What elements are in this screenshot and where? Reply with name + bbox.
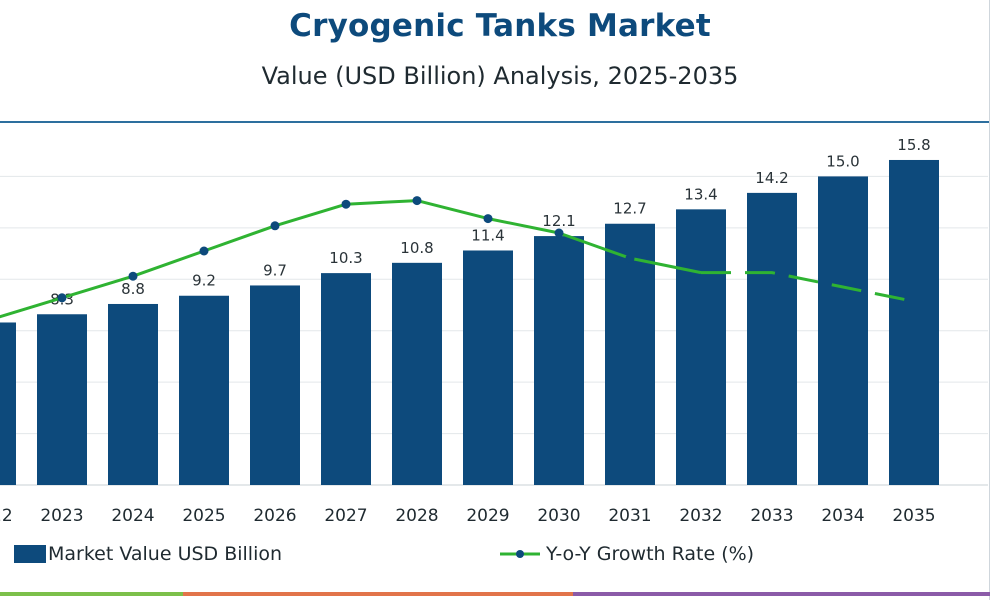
bar-value-label: 15.8 (897, 136, 930, 154)
growth-point (199, 246, 209, 256)
bar-value-label: 12.7 (613, 200, 646, 218)
x-tick-label: 2027 (324, 506, 367, 526)
x-tick-label: 2032 (679, 506, 722, 526)
bar-value-label: 13.4 (684, 185, 717, 203)
growth-point (554, 228, 564, 238)
bar-value-label: 9.2 (192, 272, 216, 290)
legend-label-growth-rate: Y-o-Y Growth Rate (%) (546, 543, 755, 565)
x-tick-label: 2034 (821, 506, 864, 526)
bar-2025 (179, 295, 229, 485)
bar-2031 (605, 223, 655, 485)
x-tick-label: 2026 (253, 506, 296, 526)
bar-2024 (108, 303, 158, 485)
bar-2033 (747, 192, 797, 485)
x-tick-label: 2033 (750, 506, 793, 526)
bar-value-label: 10.3 (329, 249, 362, 267)
bar-2030 (534, 236, 584, 485)
bar-2028 (392, 262, 442, 485)
bar-value-label: 10.8 (400, 239, 433, 257)
bar-2035 (889, 159, 939, 485)
frame-border (989, 0, 990, 600)
x-tick-label: 2031 (608, 506, 651, 526)
x-tick-label: 2028 (395, 506, 438, 526)
growth-line-projected (701, 271, 915, 303)
legend-entry-growth-rate: Y-o-Y Growth Rate (%) (498, 543, 754, 565)
x-tick-label: 2035 (892, 506, 935, 526)
growth-line-series (0, 196, 915, 319)
legend-label-market-value: Market Value USD Billion (48, 543, 283, 565)
growth-point (341, 199, 351, 209)
bar-2027 (321, 273, 371, 485)
x-tick-label: 2024 (111, 506, 154, 526)
bar-value-label: 15.0 (826, 152, 859, 170)
chart-subtitle: Value (USD Billion) Analysis, 2025-2035 (261, 62, 739, 90)
x-tick-label: 2025 (182, 506, 225, 526)
growth-point (483, 214, 493, 224)
bar-2029 (463, 250, 513, 485)
legend-bar-swatch (14, 545, 46, 563)
x-tick-label: 2030 (537, 506, 580, 526)
bar-value-label: 12.1 (542, 212, 575, 230)
footer-stripe-orange (183, 592, 573, 596)
bar-value-label: 9.7 (263, 261, 287, 279)
footer-stripe-purple (573, 592, 990, 596)
x-tick-label: 2029 (466, 506, 509, 526)
title-divider (0, 121, 990, 123)
x-axis-tick-labels: 2022 2023 2024 2025 2026 2027 2028 2029 2030 2031… (0, 506, 936, 526)
bar-value-label: 11.4 (471, 226, 504, 244)
growth-point (128, 271, 138, 281)
bar-2032 (676, 209, 726, 486)
bar-value-label: 14.2 (755, 169, 788, 187)
legend-entry-market-value: Market Value USD Billion (14, 543, 282, 565)
legend-line-swatch (500, 550, 540, 558)
growth-point (625, 253, 635, 263)
x-tick-label: 2023 (40, 506, 83, 526)
x-tick-label: 2022 (0, 506, 13, 526)
growth-point (270, 221, 280, 231)
bar-2022 (0, 322, 16, 485)
growth-point (57, 293, 67, 303)
bar-2026 (250, 285, 300, 485)
bar-2023 (37, 314, 87, 485)
footer-stripe-green (0, 592, 183, 596)
bar-value-label: 8.8 (121, 280, 145, 298)
chart-title: Cryogenic Tanks Market (289, 8, 711, 44)
growth-point (412, 196, 422, 206)
bar-2034 (818, 176, 868, 485)
bar-series (0, 159, 939, 486)
